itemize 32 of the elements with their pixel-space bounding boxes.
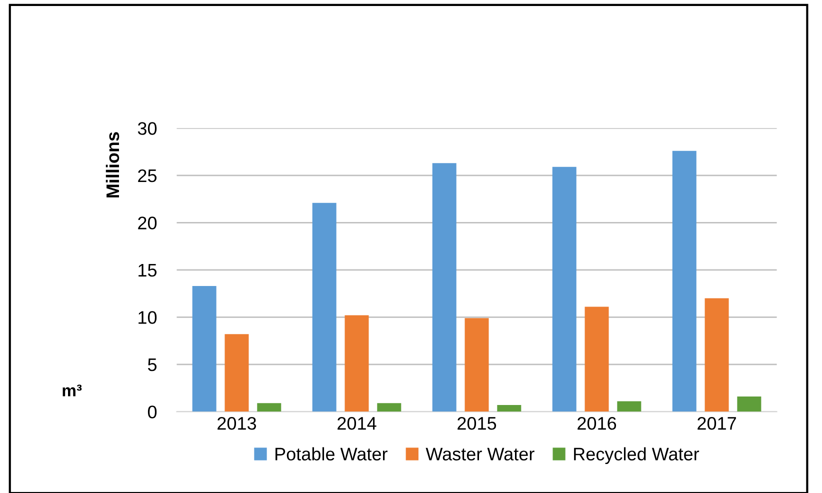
y-tick-label: 20: [138, 216, 157, 230]
bar: [552, 166, 576, 412]
y-tick-label: 15: [138, 264, 157, 277]
y-tick-label: 30: [138, 122, 157, 135]
bar: [584, 306, 609, 412]
legend-label: Recycled Water: [574, 447, 700, 464]
bar: [704, 298, 729, 412]
y-axis-title: Millions: [106, 132, 120, 198]
bar: [312, 202, 336, 412]
y-tick-label: 10: [138, 311, 157, 324]
x-tick-label: 2016: [578, 416, 616, 430]
x-tick-label: 2015: [458, 416, 496, 430]
x-tick-label: 2013: [218, 416, 256, 430]
legend-label: Potable Water: [276, 447, 388, 460]
x-tick-label: 2014: [338, 416, 376, 430]
x-tick-label: 2017: [698, 416, 736, 430]
bar: [377, 403, 402, 412]
bar: [737, 396, 762, 412]
text: m³: [62, 384, 82, 396]
bar: [617, 401, 642, 412]
y-tick-label: 25: [138, 169, 157, 182]
bar: [497, 405, 522, 412]
y-tick-label: 0: [148, 406, 157, 418]
bar: [192, 286, 216, 412]
bar: [432, 163, 456, 412]
bar: [672, 150, 696, 412]
bar: [464, 318, 489, 412]
bar: [344, 315, 369, 412]
bar: [224, 334, 249, 412]
legend-label: Waster Water: [426, 448, 534, 460]
bar: [257, 403, 282, 412]
y-tick-label: 5: [148, 358, 157, 372]
